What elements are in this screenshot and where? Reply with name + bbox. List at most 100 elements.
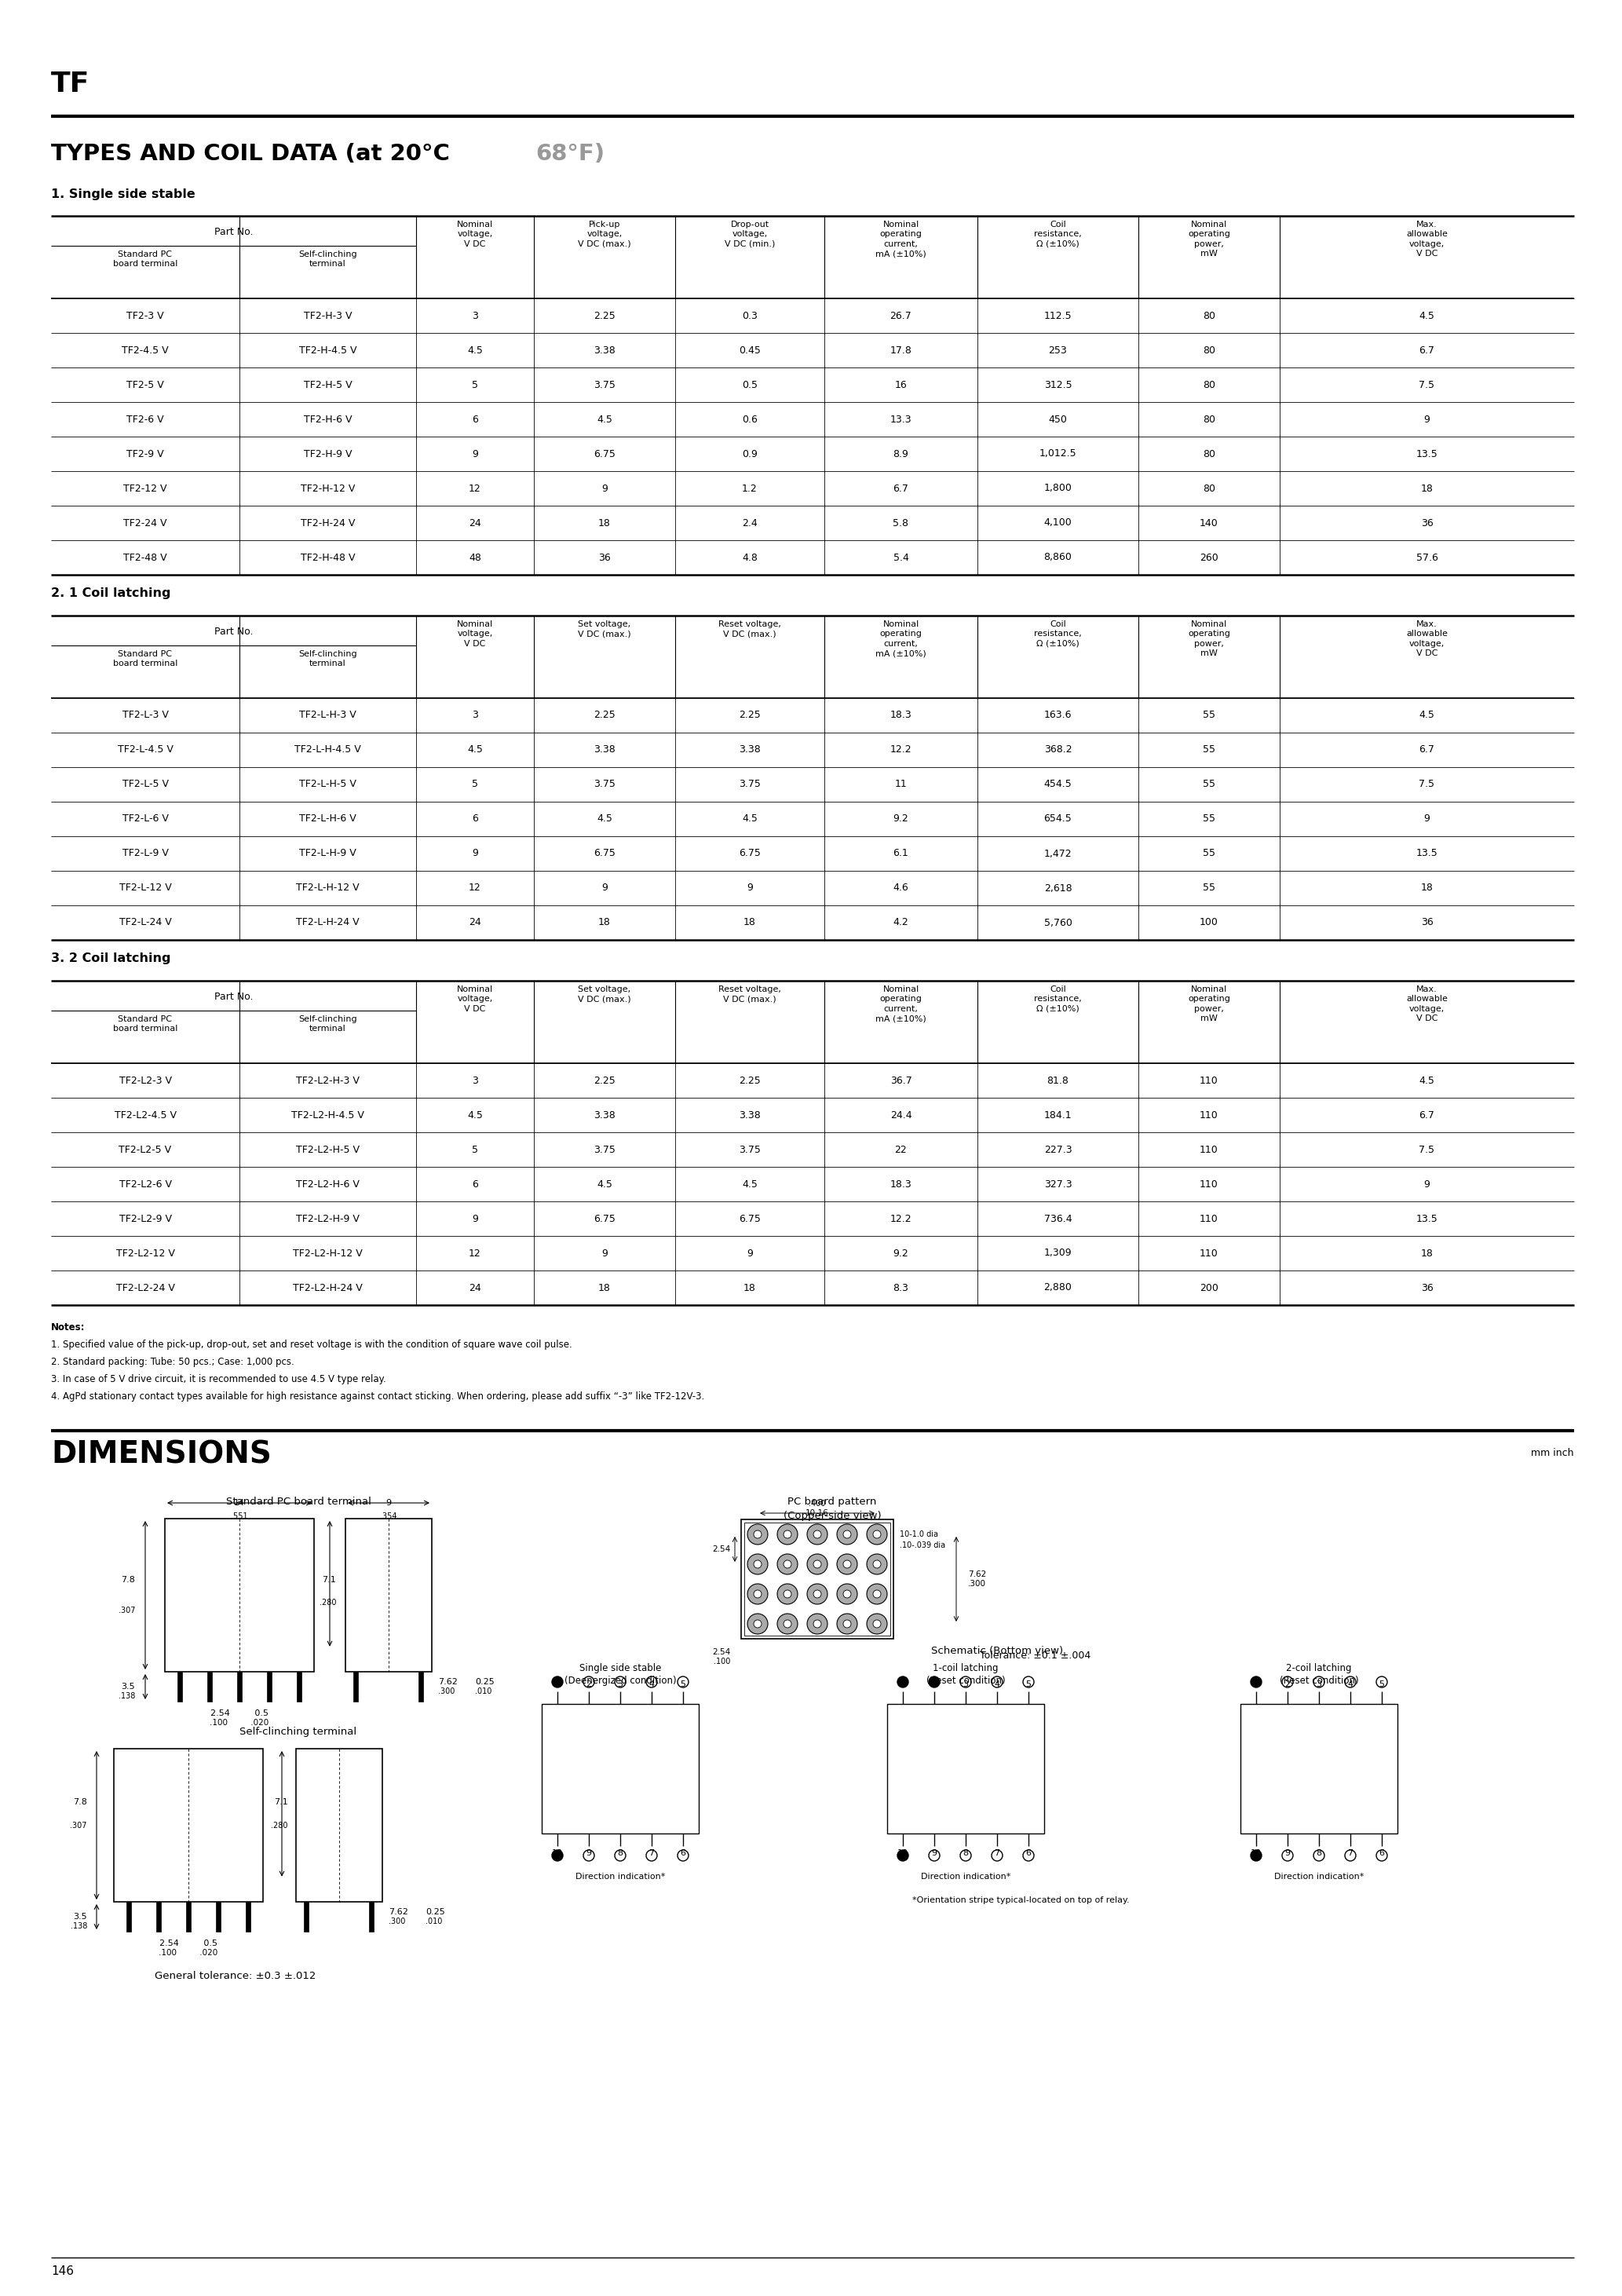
Text: 7.62
.300: 7.62 .300 [968, 1570, 986, 1589]
Text: 327.3: 327.3 [1045, 1180, 1072, 1189]
Text: 4.5: 4.5 [1419, 709, 1435, 721]
Text: 7: 7 [649, 1848, 654, 1857]
Text: 2.25: 2.25 [594, 1075, 615, 1086]
Text: Standard PC
board terminal: Standard PC board terminal [114, 1015, 177, 1033]
Text: TF2-L2-24 V: TF2-L2-24 V [115, 1283, 175, 1293]
Circle shape [615, 1676, 626, 1688]
Text: 68°F): 68°F) [535, 142, 605, 165]
Text: Nominal
voltage,
V DC: Nominal voltage, V DC [457, 220, 493, 248]
Text: .400: .400 [809, 1499, 826, 1508]
Text: Nominal
operating
power,
mW: Nominal operating power, mW [1187, 220, 1229, 257]
Text: .307: .307 [70, 1821, 88, 1830]
Text: 146: 146 [50, 2266, 73, 2278]
Text: 12.2: 12.2 [890, 744, 912, 755]
Circle shape [1251, 1676, 1262, 1688]
Text: TF2-L2-5 V: TF2-L2-5 V [118, 1143, 172, 1155]
Text: 10: 10 [551, 1848, 563, 1857]
Bar [368, 1901, 373, 1931]
Text: 3.38: 3.38 [740, 1109, 761, 1120]
Text: TF2-24 V: TF2-24 V [123, 519, 167, 528]
Text: 2.54: 2.54 [712, 1649, 730, 1655]
Text: 5.4: 5.4 [894, 553, 908, 563]
Text: Max.
allowable
voltage,
V DC: Max. allowable voltage, V DC [1406, 985, 1448, 1022]
Text: 3.5: 3.5 [122, 1683, 135, 1690]
Text: 80: 80 [1204, 413, 1215, 425]
Text: .280: .280 [271, 1821, 289, 1830]
Text: 9: 9 [602, 884, 608, 893]
Circle shape [837, 1554, 858, 1575]
Bar [208, 1671, 212, 1701]
Circle shape [754, 1591, 762, 1598]
Text: 55: 55 [1204, 884, 1215, 893]
Text: 10: 10 [1251, 1848, 1262, 1857]
Circle shape [777, 1584, 798, 1605]
Text: 4.5: 4.5 [467, 744, 483, 755]
Text: Nominal
voltage,
V DC: Nominal voltage, V DC [457, 620, 493, 647]
Text: 3. 2 Coil latching: 3. 2 Coil latching [50, 953, 170, 964]
Text: 454.5: 454.5 [1045, 778, 1072, 790]
Circle shape [960, 1676, 972, 1688]
Text: 55: 55 [1204, 813, 1215, 824]
Text: Tolerance: ±0.1 ±.004: Tolerance: ±0.1 ±.004 [980, 1651, 1090, 1660]
Circle shape [837, 1614, 858, 1635]
Circle shape [1345, 1851, 1356, 1862]
Text: 2.25: 2.25 [594, 310, 615, 321]
Text: 9: 9 [1285, 1848, 1291, 1857]
Text: 4.5: 4.5 [467, 1109, 483, 1120]
Text: 4.5: 4.5 [741, 1180, 757, 1189]
Text: 36: 36 [1421, 918, 1434, 928]
Text: 9.2: 9.2 [894, 813, 908, 824]
Text: .307: .307 [118, 1607, 135, 1614]
Text: 6.75: 6.75 [738, 850, 761, 859]
Circle shape [991, 1851, 1002, 1862]
Text: Max.
allowable
voltage,
V DC: Max. allowable voltage, V DC [1406, 620, 1448, 657]
Text: 4.5: 4.5 [1419, 310, 1435, 321]
Text: 36: 36 [599, 553, 611, 563]
Circle shape [843, 1561, 852, 1568]
Text: Part No.: Part No. [214, 227, 253, 236]
Text: 110: 110 [1200, 1075, 1218, 1086]
Circle shape [929, 1851, 939, 1862]
Circle shape [991, 1676, 1002, 1688]
Text: Nominal
operating
power,
mW: Nominal operating power, mW [1187, 985, 1229, 1022]
Text: 1. Single side stable: 1. Single side stable [50, 188, 195, 200]
Text: Nominal
operating
current,
mA (±10%): Nominal operating current, mA (±10%) [876, 220, 926, 257]
Text: TF2-L2-6 V: TF2-L2-6 V [118, 1180, 172, 1189]
Text: TF2-48 V: TF2-48 V [123, 553, 167, 563]
Circle shape [843, 1591, 852, 1598]
Text: 8.3: 8.3 [894, 1283, 908, 1293]
Bar [744, 1522, 890, 1635]
Text: 4.6: 4.6 [894, 884, 908, 893]
Text: Coil
resistance,
Ω (±10%): Coil resistance, Ω (±10%) [1035, 220, 1082, 248]
Bar [268, 1671, 271, 1701]
Text: TF2-L2-H-6 V: TF2-L2-H-6 V [297, 1180, 360, 1189]
Text: 7.8: 7.8 [73, 1798, 88, 1807]
Text: Standard PC
board terminal: Standard PC board terminal [114, 650, 177, 668]
Text: 5: 5 [472, 778, 478, 790]
Text: 55: 55 [1204, 778, 1215, 790]
Text: Coil
resistance,
Ω (±10%): Coil resistance, Ω (±10%) [1035, 985, 1082, 1013]
Text: TF2-L-9 V: TF2-L-9 V [122, 850, 169, 859]
Bar [887, 1704, 1045, 1835]
Text: 4.5: 4.5 [597, 1180, 613, 1189]
Text: .100         .020: .100 .020 [209, 1720, 269, 1727]
Circle shape [873, 1531, 881, 1538]
Text: 654.5: 654.5 [1045, 813, 1072, 824]
Text: 110: 110 [1200, 1249, 1218, 1258]
Text: 6: 6 [680, 1848, 686, 1857]
Bar [741, 1520, 894, 1639]
Text: 9: 9 [1424, 413, 1431, 425]
Text: 22: 22 [895, 1143, 907, 1155]
Circle shape [1314, 1851, 1325, 1862]
Text: 24: 24 [469, 1283, 482, 1293]
Circle shape [808, 1525, 827, 1545]
Text: 14: 14 [234, 1499, 245, 1506]
Text: 48: 48 [469, 553, 482, 563]
Text: 26.7: 26.7 [890, 310, 912, 321]
Text: TF2-L-5 V: TF2-L-5 V [122, 778, 169, 790]
Text: 9: 9 [1424, 1180, 1431, 1189]
Text: 36: 36 [1421, 1283, 1434, 1293]
Circle shape [808, 1584, 827, 1605]
Text: 2. Standard packing: Tube: 50 pcs.; Case: 1,000 pcs.: 2. Standard packing: Tube: 50 pcs.; Case… [50, 1357, 294, 1366]
Text: General tolerance: ±0.3 ±.012: General tolerance: ±0.3 ±.012 [156, 1970, 316, 1981]
